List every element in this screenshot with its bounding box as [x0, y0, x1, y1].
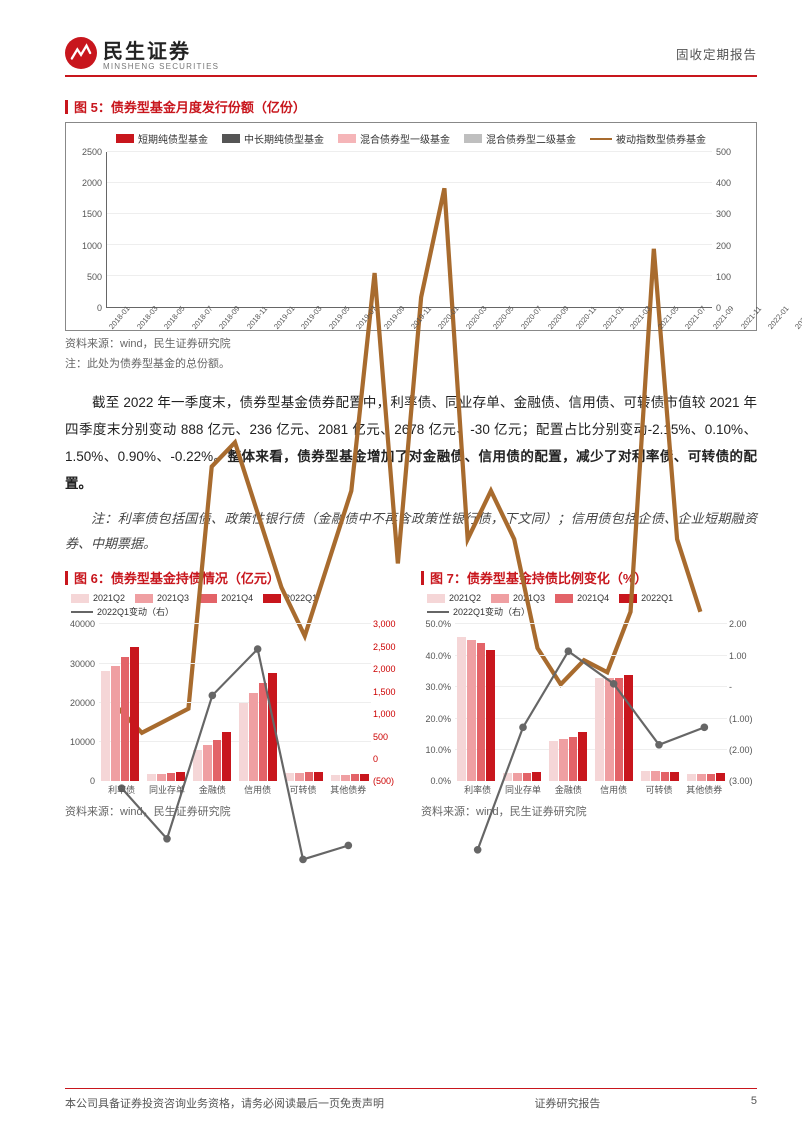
fig6-source: 资料来源：wind，民生证券研究院 [65, 803, 401, 819]
report-type: 固收定期报告 [676, 44, 757, 63]
footer-center: 证券研究报告 [534, 1095, 600, 1111]
fig5-note: 注：此处为债券型基金的总份额。 [65, 355, 757, 371]
fig5-title: 图 5：债券型基金月度发行份额（亿份） [65, 97, 757, 116]
page-footer: 本公司具备证券投资咨询业务资格，请务必阅读最后一页免责声明 证券研究报告 5 [65, 1088, 757, 1111]
fig7-title: 图 7：债券型基金持债比例变化（%） [421, 568, 757, 587]
paragraph-1: 截至 2022 年一季度末，债券型基金债券配置中，利率债、同业存单、金融债、信用… [65, 389, 757, 497]
page-number: 5 [751, 1095, 757, 1111]
fig5-source: 资料来源：wind，民生证券研究院 [65, 335, 757, 351]
page-header: 民生证券 MINSHENG SECURITIES 固收定期报告 [65, 35, 757, 77]
brand-name-en: MINSHENG SECURITIES [103, 62, 219, 71]
footer-left: 本公司具备证券投资咨询业务资格，请务必阅读最后一页免责声明 [65, 1095, 384, 1111]
fig7-chart: 0.0%10.0%20.0%30.0%40.0%50.0% (3.00)(2.0… [421, 624, 757, 799]
figure-5: 图 5：债券型基金月度发行份额（亿份） 短期纯债型基金中长期纯债型基金混合债券型… [65, 97, 757, 371]
figure-7: 图 7：债券型基金持债比例变化（%） 2021Q22021Q32021Q4202… [421, 568, 757, 819]
fig5-legend: 短期纯债型基金中长期纯债型基金混合债券型一级基金混合债券型二级基金被动指数型债券… [74, 131, 748, 146]
fig7-source: 资料来源：wind，民生证券研究院 [421, 803, 757, 819]
logo-icon [65, 37, 97, 69]
fig6-chart: 010000200003000040000 (500)05001,0001,50… [65, 624, 401, 799]
paragraph-note: 注：利率债包括国债、政策性银行债（金融债中不再含政策性银行债，下文同）；信用债包… [65, 507, 757, 556]
fig6-title: 图 6：债券型基金持债情况（亿元） [65, 568, 401, 587]
brand-name: 民生证券 [103, 35, 219, 64]
fig5-chart: 05001000150020002500 0100200300400500 20… [76, 152, 742, 322]
figure-6: 图 6：债券型基金持债情况（亿元） 2021Q22021Q32021Q42022… [65, 568, 401, 819]
brand-logo: 民生证券 MINSHENG SECURITIES [65, 35, 219, 71]
